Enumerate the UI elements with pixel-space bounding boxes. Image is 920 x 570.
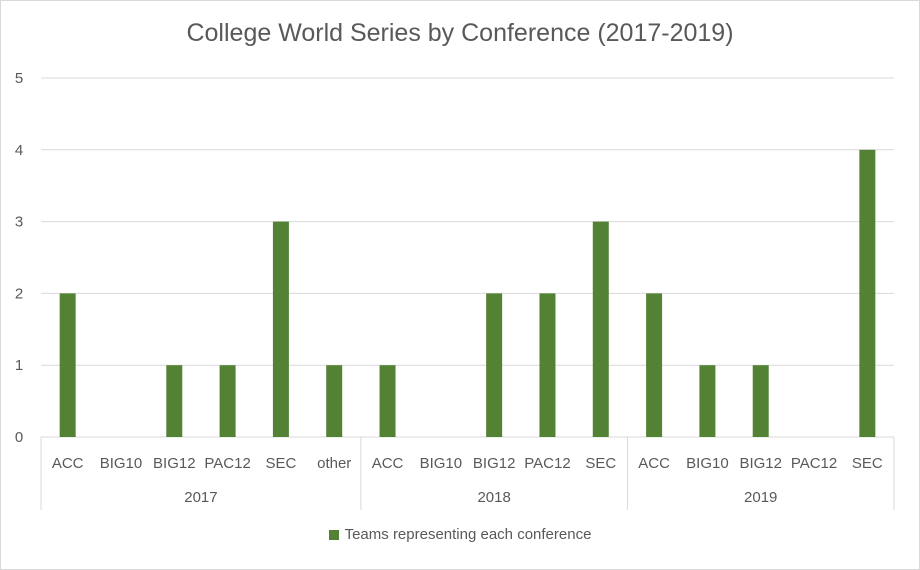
x-tick-label: PAC12 bbox=[204, 455, 250, 472]
legend: Teams representing each conference bbox=[1, 526, 919, 543]
bar bbox=[379, 365, 396, 437]
x-tick-label: BIG12 bbox=[153, 455, 196, 472]
x-tick-label: BIG10 bbox=[686, 455, 729, 472]
bar bbox=[699, 365, 716, 437]
bar bbox=[166, 365, 183, 437]
x-tick-label: BIG12 bbox=[739, 455, 782, 472]
x-tick-label: ACC bbox=[52, 455, 84, 472]
x-tick-label: SEC bbox=[265, 455, 296, 472]
x-tick-label: other bbox=[317, 455, 351, 472]
bar bbox=[539, 293, 556, 437]
x-tick-label: ACC bbox=[638, 455, 670, 472]
bar bbox=[272, 221, 289, 437]
y-tick-label: 2 bbox=[15, 285, 23, 302]
x-tick-label: PAC12 bbox=[524, 455, 570, 472]
y-tick-label: 1 bbox=[15, 357, 23, 374]
bar bbox=[219, 365, 236, 437]
group-label: 2019 bbox=[744, 489, 777, 506]
bar bbox=[326, 365, 343, 437]
x-tick-label: SEC bbox=[852, 455, 883, 472]
x-tick-label: BIG12 bbox=[473, 455, 516, 472]
legend-label: Teams representing each conference bbox=[344, 526, 592, 543]
legend-swatch bbox=[328, 529, 339, 540]
bar bbox=[486, 293, 503, 437]
y-tick-label: 4 bbox=[15, 142, 23, 159]
group-label: 2018 bbox=[477, 489, 510, 506]
bar bbox=[592, 221, 609, 437]
x-tick-label: BIG10 bbox=[420, 455, 463, 472]
bar bbox=[752, 365, 769, 437]
x-tick-label: ACC bbox=[372, 455, 404, 472]
x-tick-label: BIG10 bbox=[100, 455, 143, 472]
y-tick-label: 3 bbox=[15, 214, 23, 231]
bar bbox=[859, 149, 876, 438]
x-tick-label: PAC12 bbox=[791, 455, 837, 472]
bar bbox=[59, 293, 76, 437]
group-label: 2017 bbox=[184, 489, 217, 506]
x-tick-label: SEC bbox=[585, 455, 616, 472]
y-tick-label: 5 bbox=[15, 70, 23, 87]
bar bbox=[646, 293, 663, 437]
chart-title: College World Series by Conference (2017… bbox=[186, 19, 734, 47]
y-tick-label: 0 bbox=[15, 429, 23, 446]
